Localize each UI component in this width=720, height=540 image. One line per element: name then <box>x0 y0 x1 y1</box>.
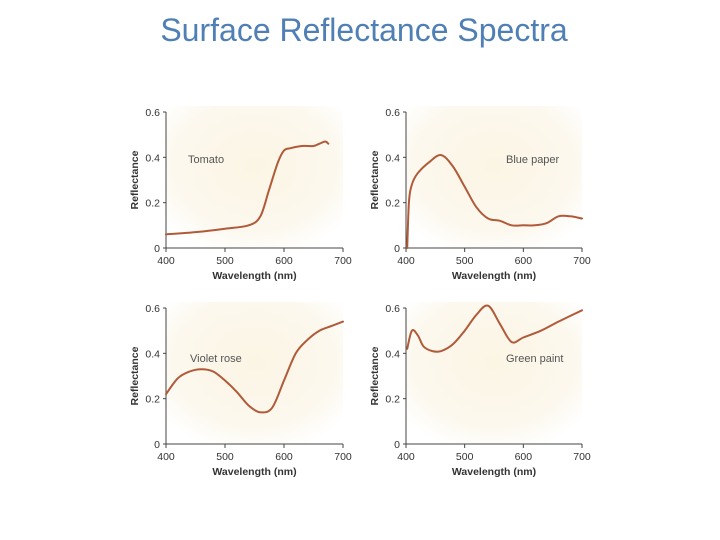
spectrum-line-blue-paper <box>406 154 583 249</box>
y-tick-label: 0.6 <box>385 303 400 315</box>
x-axis-label: Wavelength (nm) <box>212 466 296 478</box>
series-label: Tomato <box>188 154 224 166</box>
y-tick-label: 0.2 <box>385 394 400 406</box>
y-tick-label: 0.2 <box>145 198 160 210</box>
y-tick-label: 0.2 <box>145 394 160 406</box>
x-tick-label: 700 <box>334 451 352 463</box>
x-axis-label: Wavelength (nm) <box>452 270 536 282</box>
chart-blue-paper: 0 0.2 0.4 0.6 400 500 600 700 Wavelength (nm) Ref… <box>369 106 591 282</box>
series-label: Violet rose <box>190 353 242 365</box>
plot-background <box>166 106 343 248</box>
x-tick-label: 500 <box>216 255 234 267</box>
chart-violet-rose: 0 0.2 0.4 0.6 400 500 600 700 Wavelength (nm) Ref… <box>129 302 352 478</box>
plot-background <box>406 106 582 248</box>
y-tick-label: 0.4 <box>385 348 400 360</box>
y-tick-label: 0 <box>394 439 400 451</box>
y-axis-label: Reflectance <box>129 150 141 209</box>
y-tick-label: 0.2 <box>385 198 400 210</box>
y-axis-label: Reflectance <box>369 150 381 209</box>
series-label: Green paint <box>506 353 563 365</box>
x-tick-label: 500 <box>456 451 474 463</box>
y-tick-label: 0.4 <box>145 348 160 360</box>
x-axis-label: Wavelength (nm) <box>212 270 296 282</box>
x-tick-label: 400 <box>157 451 175 463</box>
y-tick-label: 0 <box>154 439 160 451</box>
y-tick-label: 0.4 <box>145 152 160 164</box>
y-tick-label: 0 <box>154 243 160 255</box>
series-label: Blue paper <box>506 154 560 166</box>
spectrum-line-violet-rose <box>165 320 344 414</box>
plot-background <box>166 302 343 444</box>
x-tick-label: 600 <box>275 255 293 267</box>
chart-tomato: 0 0.2 0.4 0.6 400 500 600 700 Wavelength (nm) Ref… <box>129 106 352 282</box>
y-axis-label: Reflectance <box>369 346 381 405</box>
spectrum-line-green-paint <box>406 304 583 353</box>
y-tick-label: 0.6 <box>145 303 160 315</box>
slide-title: Surface Reflectance Spectra <box>160 12 568 48</box>
x-tick-label: 400 <box>397 451 415 463</box>
x-tick-label: 700 <box>573 451 591 463</box>
x-tick-label: 700 <box>334 255 352 267</box>
y-tick-label: 0.6 <box>385 107 400 119</box>
y-tick-label: 0.6 <box>145 107 160 119</box>
spectrum-line-tomato <box>165 140 330 236</box>
x-tick-label: 400 <box>397 255 415 267</box>
x-tick-label: 700 <box>573 255 591 267</box>
x-tick-label: 600 <box>275 451 293 463</box>
x-tick-label: 500 <box>216 451 234 463</box>
y-tick-label: 0 <box>394 243 400 255</box>
x-tick-label: 500 <box>456 255 474 267</box>
x-tick-label: 600 <box>515 255 533 267</box>
x-axis-label: Wavelength (nm) <box>452 466 536 478</box>
x-tick-label: 400 <box>157 255 175 267</box>
x-tick-label: 600 <box>515 451 533 463</box>
y-tick-label: 0.4 <box>385 152 400 164</box>
y-axis-label: Reflectance <box>129 346 141 405</box>
chart-green-paint: 0 0.2 0.4 0.6 400 500 600 700 Wavelength (nm) Ref… <box>369 302 591 478</box>
